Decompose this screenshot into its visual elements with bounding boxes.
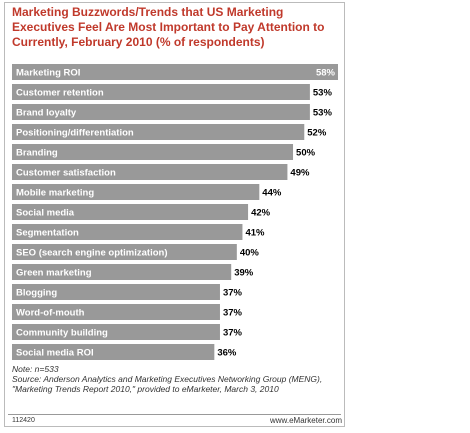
bar bbox=[12, 84, 310, 100]
frame bbox=[4, 2, 345, 427]
category-label: Social media ROI bbox=[16, 348, 94, 359]
value-label: 53% bbox=[313, 88, 333, 99]
value-label: 44% bbox=[262, 188, 282, 199]
value-label: 42% bbox=[251, 208, 271, 219]
bar bbox=[12, 144, 294, 160]
category-label: Customer retention bbox=[16, 88, 104, 99]
value-label: 37% bbox=[223, 308, 243, 319]
notes: Note: n=533 Source: Anderson Analytics a… bbox=[12, 364, 332, 394]
note: Note: n=533 bbox=[12, 364, 59, 374]
value-label: 50% bbox=[296, 148, 316, 159]
value-label: 53% bbox=[313, 108, 333, 119]
brand: www.eMarketer.com bbox=[269, 416, 342, 425]
bar bbox=[12, 244, 237, 260]
category-label: Mobile marketing bbox=[16, 188, 94, 199]
value-label: 40% bbox=[240, 248, 260, 259]
bar bbox=[12, 184, 260, 200]
category-label: Branding bbox=[16, 148, 58, 159]
category-label: Green marketing bbox=[16, 268, 92, 279]
bar bbox=[12, 224, 243, 240]
source: Source: Anderson Analytics and Marketing… bbox=[12, 374, 323, 394]
value-label: 58% bbox=[316, 68, 336, 79]
category-label: Social media bbox=[16, 208, 75, 219]
value-label: 49% bbox=[290, 168, 310, 179]
bar bbox=[12, 104, 310, 120]
bar bbox=[12, 344, 215, 360]
category-label: Segmentation bbox=[16, 228, 79, 239]
value-label: 37% bbox=[223, 328, 243, 339]
category-label: Blogging bbox=[16, 288, 57, 299]
category-label: Word-of-mouth bbox=[16, 308, 85, 319]
value-label: 37% bbox=[223, 288, 243, 299]
bar bbox=[12, 204, 249, 220]
category-label: Customer satisfaction bbox=[16, 168, 116, 179]
category-label: Marketing ROI bbox=[16, 68, 80, 79]
value-label: 52% bbox=[307, 128, 327, 139]
bar bbox=[12, 264, 232, 280]
category-label: Brand loyalty bbox=[16, 108, 77, 119]
category-label: Community building bbox=[16, 328, 108, 339]
bar bbox=[12, 324, 220, 340]
category-label: Positioning/differentiation bbox=[16, 128, 134, 139]
value-label: 41% bbox=[245, 228, 265, 239]
bar bbox=[12, 304, 220, 320]
bar bbox=[12, 164, 288, 180]
bar bbox=[12, 284, 220, 300]
category-label: SEO (search engine optimization) bbox=[16, 248, 168, 259]
value-label: 39% bbox=[234, 268, 254, 279]
value-label: 36% bbox=[217, 348, 237, 359]
chart-title: Marketing Buzzwords/Trends that US Marke… bbox=[12, 5, 325, 49]
footer-rule bbox=[8, 414, 341, 415]
bar bbox=[12, 124, 305, 140]
bar bbox=[12, 64, 338, 80]
chart-id: 112420 bbox=[12, 417, 35, 424]
